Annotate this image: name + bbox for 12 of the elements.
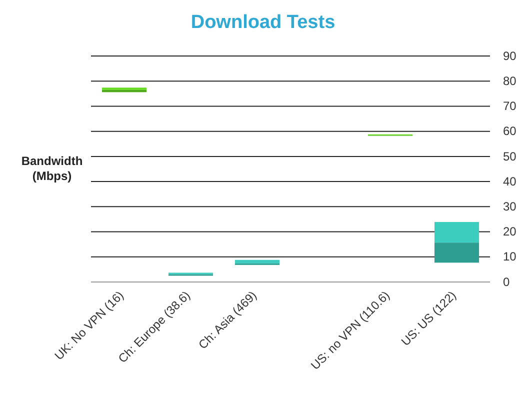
y-tick-label: 70 xyxy=(503,99,517,114)
y-tick-label: 30 xyxy=(503,200,517,214)
y-tick-label: 0 xyxy=(503,274,510,289)
y-tick-label: 90 xyxy=(503,48,517,63)
y-tick-label: 50 xyxy=(503,149,517,164)
y-tick-label: 80 xyxy=(503,74,517,88)
y-tick-label: 60 xyxy=(503,124,517,138)
y-tick-label: 10 xyxy=(503,250,517,264)
y-tick-label: 40 xyxy=(503,174,517,188)
chart-title: Download Tests xyxy=(190,12,336,33)
y-tick-label: 20 xyxy=(503,224,517,239)
y-axis-title: Bandwidth (Mbps) xyxy=(21,154,83,183)
